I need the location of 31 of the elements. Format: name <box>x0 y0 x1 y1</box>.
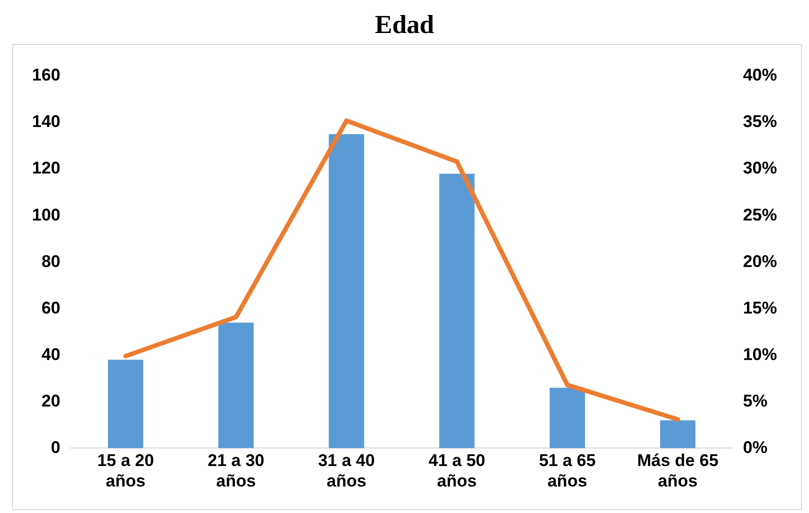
bar <box>108 360 144 448</box>
x-tick-label: Más de 65 años <box>637 451 718 490</box>
x-tick-label: 51 a 65 años <box>538 451 596 490</box>
y-tick-label: 20 <box>41 391 60 410</box>
y-tick-label: 0 <box>50 438 60 457</box>
bar <box>660 420 696 448</box>
y2-tick-label: 0% <box>742 438 768 457</box>
y-tick-label: 100 <box>32 205 60 224</box>
y2-tick-label: 20% <box>742 252 778 271</box>
bar <box>550 388 585 448</box>
y-tick-label: 140 <box>32 112 60 132</box>
bar <box>439 174 475 448</box>
y2-tick-label: 10% <box>742 344 778 364</box>
x-tick-label: 21 a 30 años <box>208 451 264 490</box>
x-tick-label: 41 a 50 años <box>428 451 486 490</box>
y-tick-label: 60 <box>41 298 60 318</box>
y-tick-label: 40 <box>41 344 60 364</box>
bar <box>218 322 254 448</box>
y-tick-label: 120 <box>32 158 60 178</box>
y2-tick-label: 35% <box>742 112 778 132</box>
y2-tick-label: 5% <box>742 391 768 410</box>
y2-tick-label: 30% <box>742 158 778 178</box>
y2-tick-label: 15% <box>742 298 778 318</box>
y-tick-label: 160 <box>32 66 60 85</box>
y2-tick-label: 25% <box>742 205 778 224</box>
x-tick-label: 15 a 20 años <box>97 451 154 490</box>
x-tick-label: 31 a 40 años <box>318 451 375 490</box>
chart-title: Edad <box>374 10 436 40</box>
y-tick-label: 80 <box>41 252 60 271</box>
y2-tick-label: 40% <box>742 66 778 85</box>
bar <box>328 134 364 448</box>
